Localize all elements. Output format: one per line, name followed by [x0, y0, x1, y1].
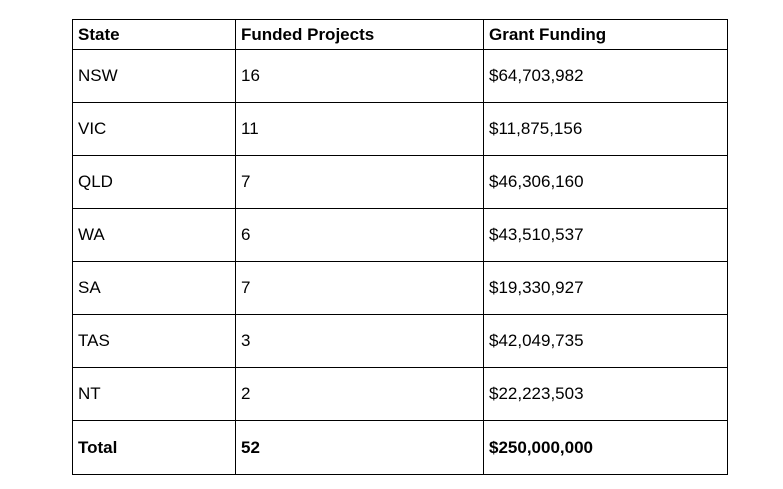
header-grant-funding: Grant Funding: [483, 19, 728, 50]
cell-state: QLD: [72, 155, 236, 209]
cell-funded-projects: 6: [235, 208, 484, 262]
cell-grant-funding: $42,049,735: [483, 314, 728, 368]
cell-state: WA: [72, 208, 236, 262]
cell-grant-funding: $43,510,537: [483, 208, 728, 262]
cell-state: NSW: [72, 49, 236, 103]
cell-grant-funding: $19,330,927: [483, 261, 728, 315]
cell-grant-funding: $46,306,160: [483, 155, 728, 209]
cell-funded-projects: 7: [235, 155, 484, 209]
table-row: WA 6 $43,510,537: [72, 208, 728, 262]
cell-funded-projects: 11: [235, 102, 484, 156]
header-row: State Funded Projects Grant Funding: [72, 19, 728, 50]
cell-total-projects: 52: [235, 420, 484, 475]
cell-state: SA: [72, 261, 236, 315]
table-header: State Funded Projects Grant Funding: [72, 19, 728, 50]
cell-funded-projects: 3: [235, 314, 484, 368]
table-row: SA 7 $19,330,927: [72, 261, 728, 315]
table-row: QLD 7 $46,306,160: [72, 155, 728, 209]
table-row: VIC 11 $11,875,156: [72, 102, 728, 156]
table-body: NSW 16 $64,703,982 VIC 11 $11,875,156 QL…: [72, 49, 728, 475]
cell-state: NT: [72, 367, 236, 421]
table-row-total: Total 52 $250,000,000: [72, 420, 728, 475]
cell-funded-projects: 16: [235, 49, 484, 103]
cell-grant-funding: $11,875,156: [483, 102, 728, 156]
cell-funded-projects: 7: [235, 261, 484, 315]
header-state: State: [72, 19, 236, 50]
cell-grant-funding: $64,703,982: [483, 49, 728, 103]
cell-total-funding: $250,000,000: [483, 420, 728, 475]
cell-state: TAS: [72, 314, 236, 368]
table-row: NSW 16 $64,703,982: [72, 49, 728, 103]
table-row: TAS 3 $42,049,735: [72, 314, 728, 368]
cell-grant-funding: $22,223,503: [483, 367, 728, 421]
table-row: NT 2 $22,223,503: [72, 367, 728, 421]
cell-total-label: Total: [72, 420, 236, 475]
cell-funded-projects: 2: [235, 367, 484, 421]
header-funded-projects: Funded Projects: [235, 19, 484, 50]
cell-state: VIC: [72, 102, 236, 156]
grant-funding-table: State Funded Projects Grant Funding NSW …: [72, 19, 728, 475]
